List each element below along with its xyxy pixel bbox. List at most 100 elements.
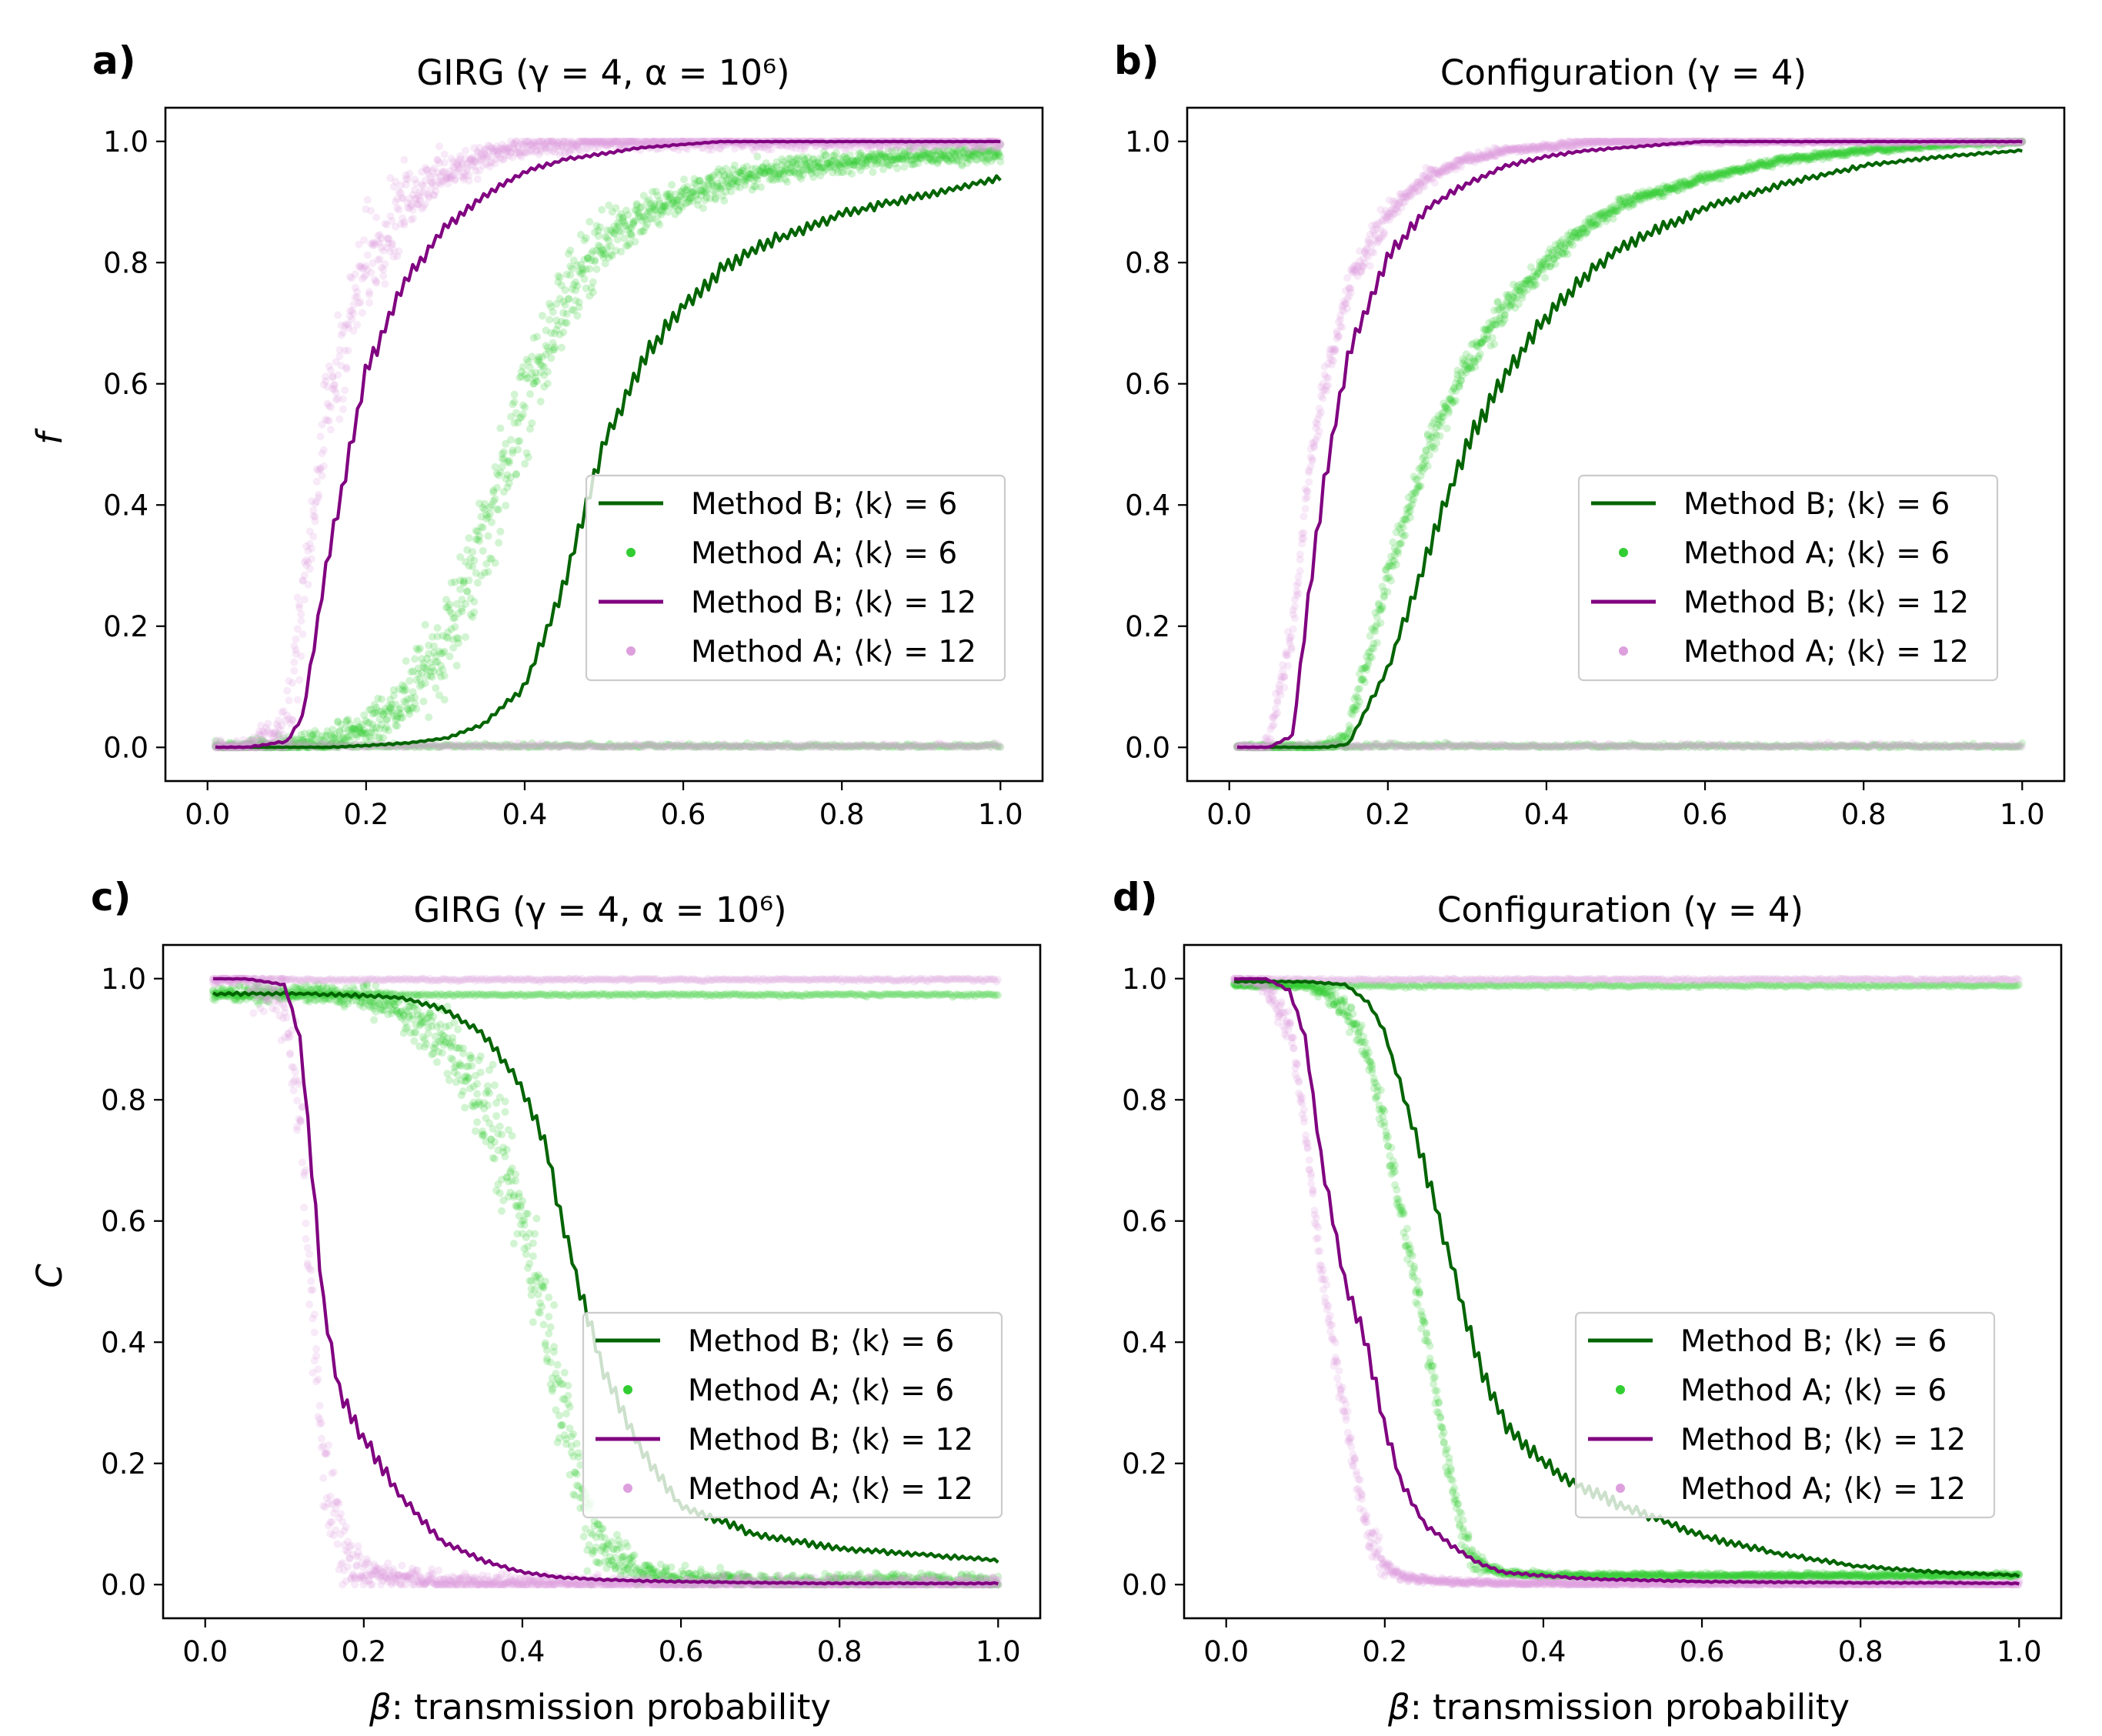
data-point [730, 175, 739, 184]
data-point [951, 151, 959, 159]
data-point [819, 743, 828, 751]
data-point [767, 740, 776, 749]
data-point [1394, 546, 1403, 555]
data-point [512, 743, 520, 751]
data-point [876, 149, 884, 157]
data-point [423, 672, 431, 680]
data-point [274, 731, 282, 739]
data-point [449, 614, 458, 623]
data-point [855, 149, 863, 158]
data-point [565, 295, 572, 303]
data-point [916, 155, 924, 163]
data-point [605, 254, 613, 262]
data-point [867, 150, 876, 159]
data-point [344, 346, 352, 355]
data-point [498, 462, 506, 471]
data-point [963, 149, 972, 157]
data-point [308, 732, 315, 740]
data-point [374, 694, 382, 703]
data-point [360, 729, 369, 738]
data-point [848, 743, 856, 752]
data-point [879, 165, 887, 174]
data-point [496, 527, 505, 536]
data-point [550, 329, 559, 338]
legend-label: Method B; ⟨k⟩ = 12 [691, 586, 976, 620]
data-point [891, 146, 899, 155]
data-point [846, 742, 854, 750]
data-point [351, 725, 359, 733]
data-point [909, 155, 917, 164]
data-point [509, 400, 517, 409]
data-point [995, 743, 1003, 750]
data-point [973, 155, 982, 164]
data-point [519, 401, 527, 409]
data-point [884, 160, 893, 169]
data-point [639, 192, 648, 200]
data-point [372, 213, 381, 222]
data-point [676, 743, 685, 751]
data-point [907, 160, 916, 169]
data-point [823, 159, 832, 168]
data-point [449, 743, 458, 751]
data-point [772, 162, 781, 171]
data-point [738, 172, 746, 180]
data-point [689, 189, 697, 197]
data-point [979, 143, 987, 151]
data-point [709, 743, 718, 751]
data-point [954, 156, 963, 165]
data-point [921, 743, 929, 751]
data-point [704, 181, 712, 189]
data-point [519, 410, 527, 419]
data-point [680, 175, 688, 184]
data-point [799, 166, 807, 175]
data-point [485, 743, 494, 751]
data-point [812, 162, 821, 171]
data-point [889, 743, 898, 751]
data-point [694, 177, 702, 185]
data-point [953, 155, 961, 164]
data-point [736, 743, 744, 752]
data-point [634, 213, 642, 222]
data-point [909, 142, 917, 151]
data-point [587, 256, 596, 265]
data-point [1540, 274, 1549, 282]
data-point [528, 419, 536, 427]
data-point [872, 157, 880, 165]
data-point [535, 355, 543, 363]
data-point [903, 147, 912, 155]
data-point [889, 155, 898, 164]
data-point [965, 743, 973, 751]
data-point [447, 741, 455, 749]
data-point [844, 158, 852, 165]
data-point [989, 154, 998, 162]
data-point [826, 161, 835, 169]
data-point [764, 742, 772, 750]
data-point [853, 156, 861, 165]
data-point [622, 741, 630, 749]
data-point [696, 176, 704, 185]
data-point [575, 298, 583, 306]
data-point [248, 736, 256, 745]
data-point [804, 153, 812, 162]
data-point [958, 162, 966, 170]
data-point [554, 743, 562, 751]
data-point [556, 330, 564, 339]
data-point [580, 275, 589, 283]
data-point [923, 156, 931, 165]
data-point [479, 546, 487, 555]
data-point [692, 192, 700, 200]
data-point [891, 741, 899, 749]
data-point [639, 742, 648, 750]
data-point [829, 156, 837, 165]
data-point [666, 193, 674, 201]
data-point [664, 208, 672, 216]
data-point [829, 743, 837, 752]
data-point [375, 715, 384, 723]
data-point [423, 665, 431, 673]
data-point [760, 169, 769, 178]
data-point [632, 199, 641, 208]
data-point [409, 688, 417, 696]
data-point [381, 260, 389, 269]
data-point [374, 734, 382, 742]
